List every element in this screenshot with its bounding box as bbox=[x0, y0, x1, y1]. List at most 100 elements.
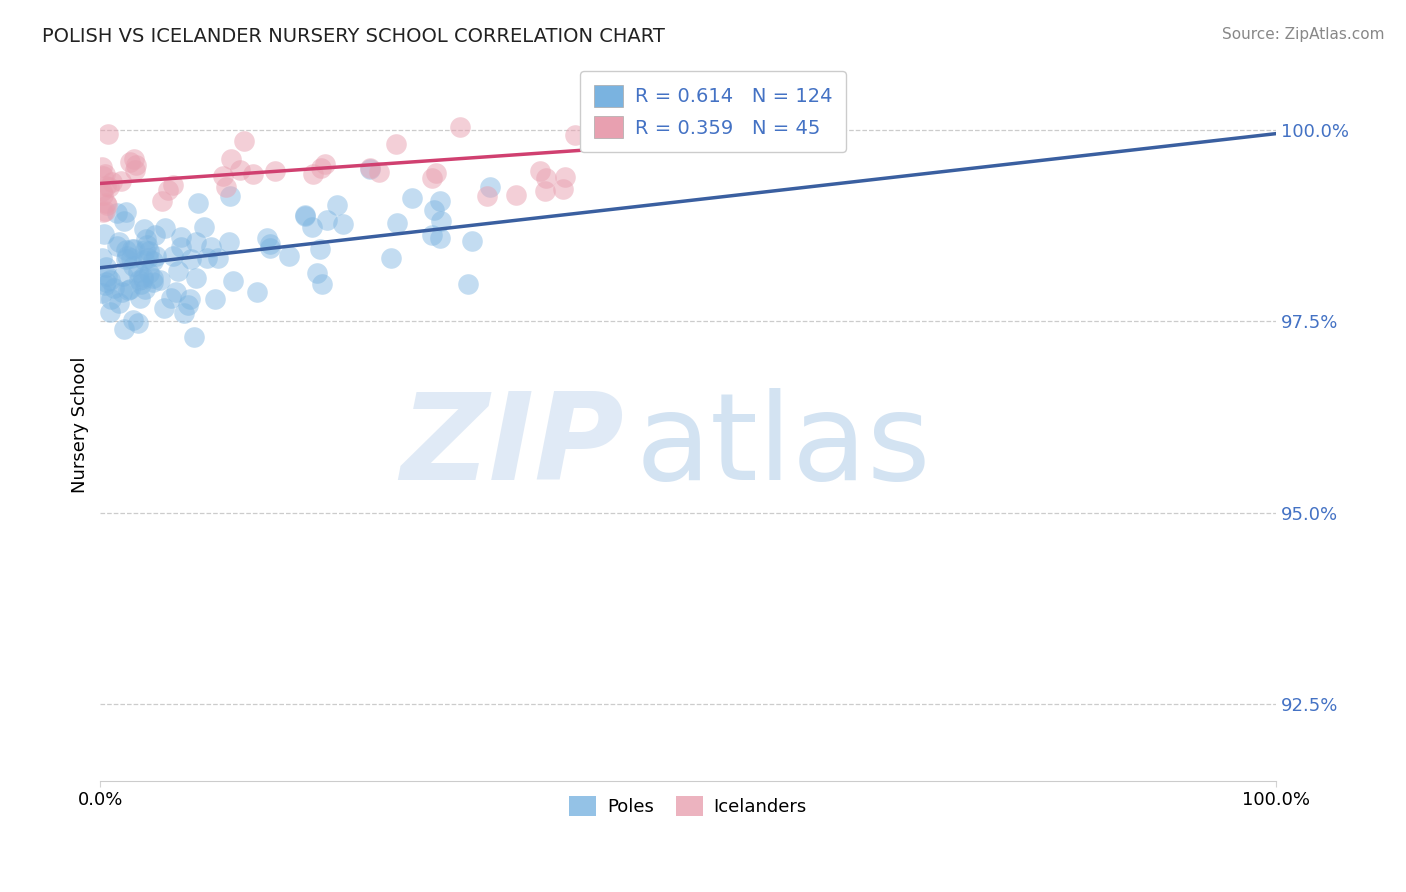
Legend: Poles, Icelanders: Poles, Icelanders bbox=[561, 787, 815, 825]
Point bbox=[162, 249, 184, 263]
Point bbox=[380, 252, 402, 266]
Point bbox=[430, 213, 453, 227]
Point bbox=[429, 231, 451, 245]
Point bbox=[91, 205, 114, 219]
Point bbox=[135, 232, 157, 246]
Point bbox=[103, 281, 125, 295]
Point bbox=[449, 120, 471, 135]
Point bbox=[100, 175, 122, 189]
Point bbox=[110, 174, 132, 188]
Point bbox=[246, 285, 269, 300]
Text: atlas: atlas bbox=[636, 388, 931, 505]
Point bbox=[96, 198, 118, 212]
Point bbox=[309, 161, 332, 175]
Point bbox=[183, 329, 205, 343]
Point bbox=[259, 237, 281, 252]
Point bbox=[165, 285, 187, 300]
Point bbox=[100, 293, 122, 307]
Point bbox=[132, 253, 155, 268]
Point bbox=[129, 277, 152, 291]
Point bbox=[127, 265, 149, 279]
Point bbox=[98, 305, 121, 319]
Point bbox=[94, 277, 117, 292]
Point bbox=[534, 171, 557, 186]
Point bbox=[179, 292, 201, 306]
Text: ZIP: ZIP bbox=[399, 388, 623, 505]
Point bbox=[91, 184, 114, 198]
Point bbox=[170, 230, 193, 244]
Point bbox=[429, 194, 451, 208]
Point bbox=[314, 157, 336, 171]
Point bbox=[124, 162, 146, 177]
Point bbox=[122, 242, 145, 256]
Point bbox=[534, 184, 557, 198]
Point bbox=[176, 298, 198, 312]
Point bbox=[316, 213, 339, 227]
Point bbox=[193, 219, 215, 234]
Text: Source: ZipAtlas.com: Source: ZipAtlas.com bbox=[1222, 27, 1385, 42]
Point bbox=[204, 292, 226, 306]
Point bbox=[307, 265, 329, 279]
Point bbox=[184, 271, 207, 285]
Point bbox=[96, 196, 118, 211]
Point bbox=[138, 266, 160, 280]
Point bbox=[91, 169, 114, 183]
Point bbox=[219, 189, 242, 203]
Point bbox=[115, 205, 138, 219]
Point bbox=[301, 219, 323, 234]
Point bbox=[294, 208, 316, 222]
Point bbox=[422, 227, 444, 242]
Point bbox=[229, 162, 252, 177]
Point bbox=[368, 165, 391, 179]
Point bbox=[94, 203, 117, 218]
Point bbox=[122, 313, 145, 327]
Point bbox=[112, 214, 135, 228]
Point bbox=[422, 203, 444, 218]
Point bbox=[132, 270, 155, 285]
Point bbox=[115, 249, 138, 263]
Point bbox=[259, 241, 281, 255]
Point bbox=[134, 282, 156, 296]
Point bbox=[200, 240, 222, 254]
Point bbox=[359, 161, 381, 176]
Point bbox=[111, 285, 134, 299]
Point bbox=[162, 178, 184, 193]
Point bbox=[134, 243, 156, 257]
Point bbox=[529, 164, 551, 178]
Point bbox=[108, 296, 131, 310]
Point bbox=[96, 268, 118, 283]
Point bbox=[142, 270, 165, 285]
Point bbox=[90, 285, 112, 300]
Point bbox=[207, 251, 229, 265]
Point bbox=[143, 227, 166, 242]
Point bbox=[169, 240, 191, 254]
Point bbox=[150, 194, 173, 208]
Point bbox=[94, 179, 117, 194]
Point bbox=[256, 231, 278, 245]
Point bbox=[97, 127, 120, 141]
Point bbox=[222, 275, 245, 289]
Point bbox=[167, 264, 190, 278]
Point bbox=[242, 167, 264, 181]
Point bbox=[218, 235, 240, 250]
Point bbox=[553, 182, 575, 196]
Point bbox=[114, 252, 136, 266]
Point bbox=[180, 252, 202, 267]
Point bbox=[105, 239, 128, 253]
Point bbox=[425, 166, 447, 180]
Point bbox=[195, 251, 218, 265]
Point bbox=[263, 164, 285, 178]
Point bbox=[125, 158, 148, 172]
Point bbox=[187, 196, 209, 211]
Point bbox=[136, 237, 159, 252]
Point bbox=[121, 242, 143, 256]
Point bbox=[117, 283, 139, 297]
Point bbox=[401, 191, 423, 205]
Point bbox=[100, 273, 122, 287]
Point bbox=[554, 170, 576, 185]
Point bbox=[128, 273, 150, 287]
Point bbox=[94, 167, 117, 181]
Point bbox=[152, 301, 174, 316]
Point bbox=[112, 269, 135, 284]
Point bbox=[219, 152, 242, 166]
